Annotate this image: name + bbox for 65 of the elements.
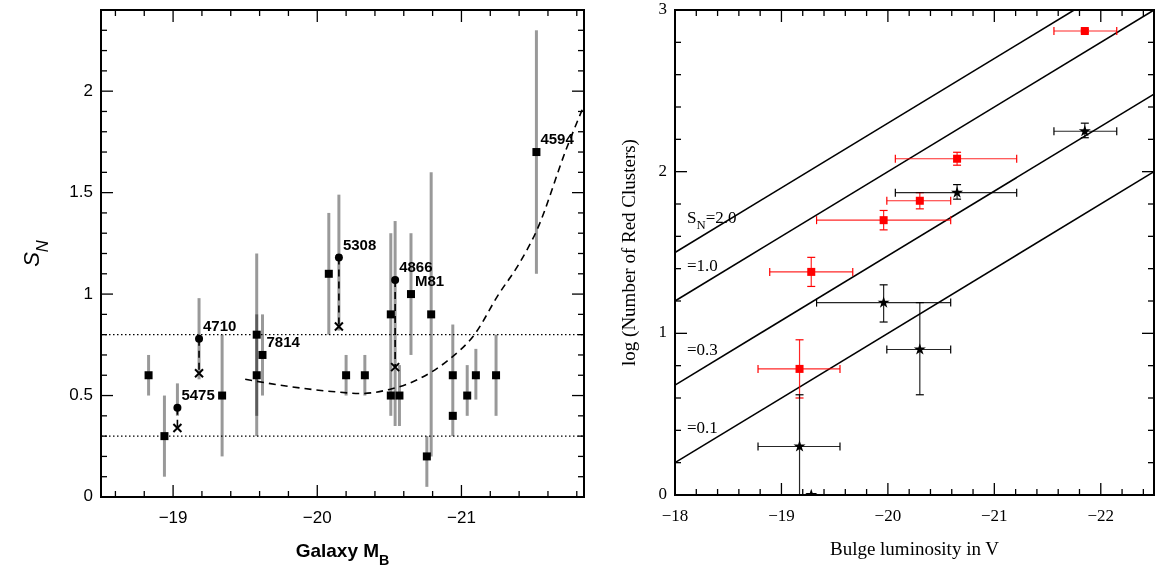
annotation: 4594: [540, 130, 575, 148]
x-axis-title: Galaxy M$_{B}$: [295, 540, 390, 568]
point: [391, 275, 400, 284]
point: [532, 148, 541, 157]
point: [492, 371, 501, 380]
x-tick-label: −19: [158, 508, 188, 527]
x-tick-label: −20: [302, 508, 332, 527]
annotation: 4710: [203, 316, 237, 334]
point: [877, 296, 890, 308]
point: [258, 350, 267, 359]
point: [218, 391, 227, 400]
point: [324, 269, 333, 278]
point: [448, 371, 457, 380]
x-tick-label: −19: [768, 506, 795, 525]
point: [793, 440, 806, 452]
point: [422, 452, 431, 461]
x-tick-label: −21: [981, 506, 1008, 525]
y-tick-label: 1: [658, 322, 667, 342]
point: [172, 423, 183, 434]
point: [173, 403, 182, 412]
point: [448, 411, 457, 420]
series-label: =1.0: [687, 255, 718, 275]
point: [160, 432, 169, 441]
point: [427, 310, 436, 319]
x-tick-label: −20: [874, 506, 902, 525]
x-tick-label: −21: [447, 508, 476, 527]
point: [252, 371, 261, 380]
point: [913, 343, 926, 355]
point: [915, 196, 924, 205]
point: [471, 371, 480, 380]
point: [807, 267, 816, 276]
y-tick-label: 1.5: [69, 182, 93, 202]
point: [252, 330, 261, 339]
point: [395, 391, 404, 400]
y-tick-label: 0: [658, 483, 667, 503]
y-tick-label: 0.5: [69, 385, 93, 405]
annotation: 5475: [181, 385, 215, 403]
annotation: 7814: [266, 332, 301, 350]
point: [360, 371, 369, 380]
series-label: =0.1: [687, 417, 718, 437]
point: [333, 321, 344, 332]
x-tick-label: −22: [1087, 506, 1115, 525]
point: [342, 371, 351, 380]
point: [879, 216, 888, 225]
point: [406, 290, 415, 299]
y-tick-label: 2: [658, 160, 667, 180]
x-axis-title: Bulge luminosity in V: [829, 538, 1000, 559]
annotation: 5308: [342, 235, 377, 253]
point: [463, 391, 472, 400]
point: [195, 334, 204, 343]
point: [144, 371, 153, 380]
point: [386, 391, 395, 400]
point: [334, 253, 343, 262]
y-tick-label: 3: [658, 0, 667, 18]
y-tick-label: 0: [83, 486, 93, 506]
y-axis-title: log (Number of Red Clusters): [618, 139, 640, 366]
point: [194, 368, 205, 379]
series-label: =0.3: [687, 339, 718, 359]
annotation: 4866: [399, 257, 433, 275]
y-tick-label: 1: [83, 283, 93, 303]
point: [386, 310, 395, 319]
y-tick-label: 2: [83, 80, 93, 100]
point: [795, 364, 804, 373]
x-tick-label: −18: [661, 506, 689, 525]
annotation: M81: [414, 272, 445, 290]
